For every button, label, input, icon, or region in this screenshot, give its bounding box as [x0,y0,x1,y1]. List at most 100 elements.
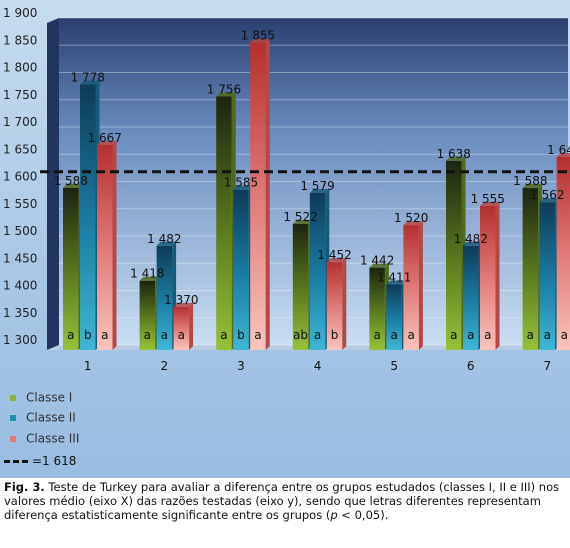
y-tick-label: 1 400 [3,279,37,293]
plot-side-wall [47,18,59,350]
data-label: 1 520 [394,211,428,225]
data-label: 1 482 [147,232,181,246]
significance-letter: a [144,328,151,342]
caption-text: Teste de Turkey para avaliar a diferença… [4,480,560,522]
dashed-line-icon [4,460,28,463]
data-label: 1 482 [454,232,488,246]
bar-top [309,188,330,193]
bar [292,224,309,350]
bar-side [418,221,423,350]
data-label: 1 562 [530,188,564,202]
bar-side [495,202,500,350]
bar-top [250,38,270,43]
legend-swatch-classe-1 [10,394,16,401]
significance-letter: a [390,328,397,342]
legend-label-classe-1: Classe I [26,390,73,405]
data-label: 1 522 [283,210,317,224]
y-tick-label: 1 300 [3,333,37,347]
bar-top [480,202,500,207]
bar [480,206,496,350]
data-label: 1 778 [71,70,105,84]
data-label: 1 411 [377,271,411,285]
bar-top [539,198,560,203]
caption-p-tail: < 0,05). [337,508,389,522]
bar-side [112,140,117,350]
bar [173,306,190,350]
data-label: 1 638 [437,147,471,161]
data-label: 1 588 [513,174,547,188]
bar [522,188,539,350]
bar-top [80,80,100,85]
data-label: 1 588 [54,174,88,188]
bar-top [173,302,194,307]
figure-caption: Fig. 3. Teste de Turkey para avaliar a d… [4,480,564,522]
y-tick-label: 1 450 [3,251,37,265]
y-tick-label: 1 500 [3,224,37,238]
bar-top [403,221,423,226]
caption-p-symbol: p [330,508,338,522]
bar [556,156,570,350]
bar [386,284,402,350]
bar-top [326,258,347,263]
data-label: 1 452 [317,248,351,262]
bar [463,245,479,350]
x-tick-label: 1 [84,359,92,373]
y-tick-label: 1 900 [3,6,37,20]
bar [403,225,419,350]
significance-letter: a [220,328,227,342]
x-tick-label: 7 [544,359,552,373]
legend-item-classe-1: Classe I [10,390,72,405]
significance-letter: a [561,328,568,342]
legend-reference-label: =1 618 [32,454,77,468]
bar-top [369,263,389,268]
bar [539,202,556,350]
x-tick-label: 6 [467,359,475,373]
bar [233,189,249,350]
y-tick-label: 1 650 [3,142,37,156]
bar-top [446,156,466,161]
significance-letter: a [467,328,474,342]
significance-letter: b [331,328,339,342]
significance-letter: a [407,328,414,342]
y-tick-label: 1 850 [3,33,37,47]
significance-letter: a [484,328,491,342]
plot-back-wall [59,18,568,345]
bar-side [189,302,194,350]
bar [139,280,156,350]
data-label: 1 579 [300,179,334,193]
caption-label: Fig. 3. [4,480,45,494]
bar [216,96,232,350]
bar-top [463,241,483,246]
y-tick-label: 1 550 [3,197,37,211]
significance-letter: a [544,328,551,342]
significance-letter: a [161,328,168,342]
bar-top [233,185,253,190]
legend-label-classe-2: Classe II [26,410,76,425]
bar-top [292,220,313,225]
legend-item-classe-2: Classe II [10,410,76,425]
data-label: 1 442 [360,254,394,268]
bar-side [265,38,270,351]
bar [80,84,96,351]
legend: Classe I Classe II Classe III =1 618 [0,382,200,478]
figure: 1 300 1 350 1 400 1 450 1 500 1 550 1 600 1 650… [0,0,570,478]
significance-letter: b [84,328,92,342]
bar [250,42,266,351]
bar-side [342,258,347,350]
significance-letter: a [373,328,380,342]
bar-top [522,184,543,189]
bar [156,245,173,350]
significance-letter: a [527,328,534,342]
y-tick-label: 1 600 [3,170,37,184]
bar [369,267,385,350]
data-label: 1 585 [224,176,258,190]
bar-top [156,241,177,246]
data-label: 1 370 [164,293,198,307]
legend-swatch-classe-3 [10,435,16,442]
bar-chart: 1 300 1 350 1 400 1 450 1 500 1 550 1 600 1 650… [3,6,570,373]
bar-top [556,152,570,157]
bar-top [63,184,83,189]
x-tick-label: 5 [390,359,398,373]
significance-letter: b [237,328,245,342]
significance-letter: ab [293,328,308,342]
